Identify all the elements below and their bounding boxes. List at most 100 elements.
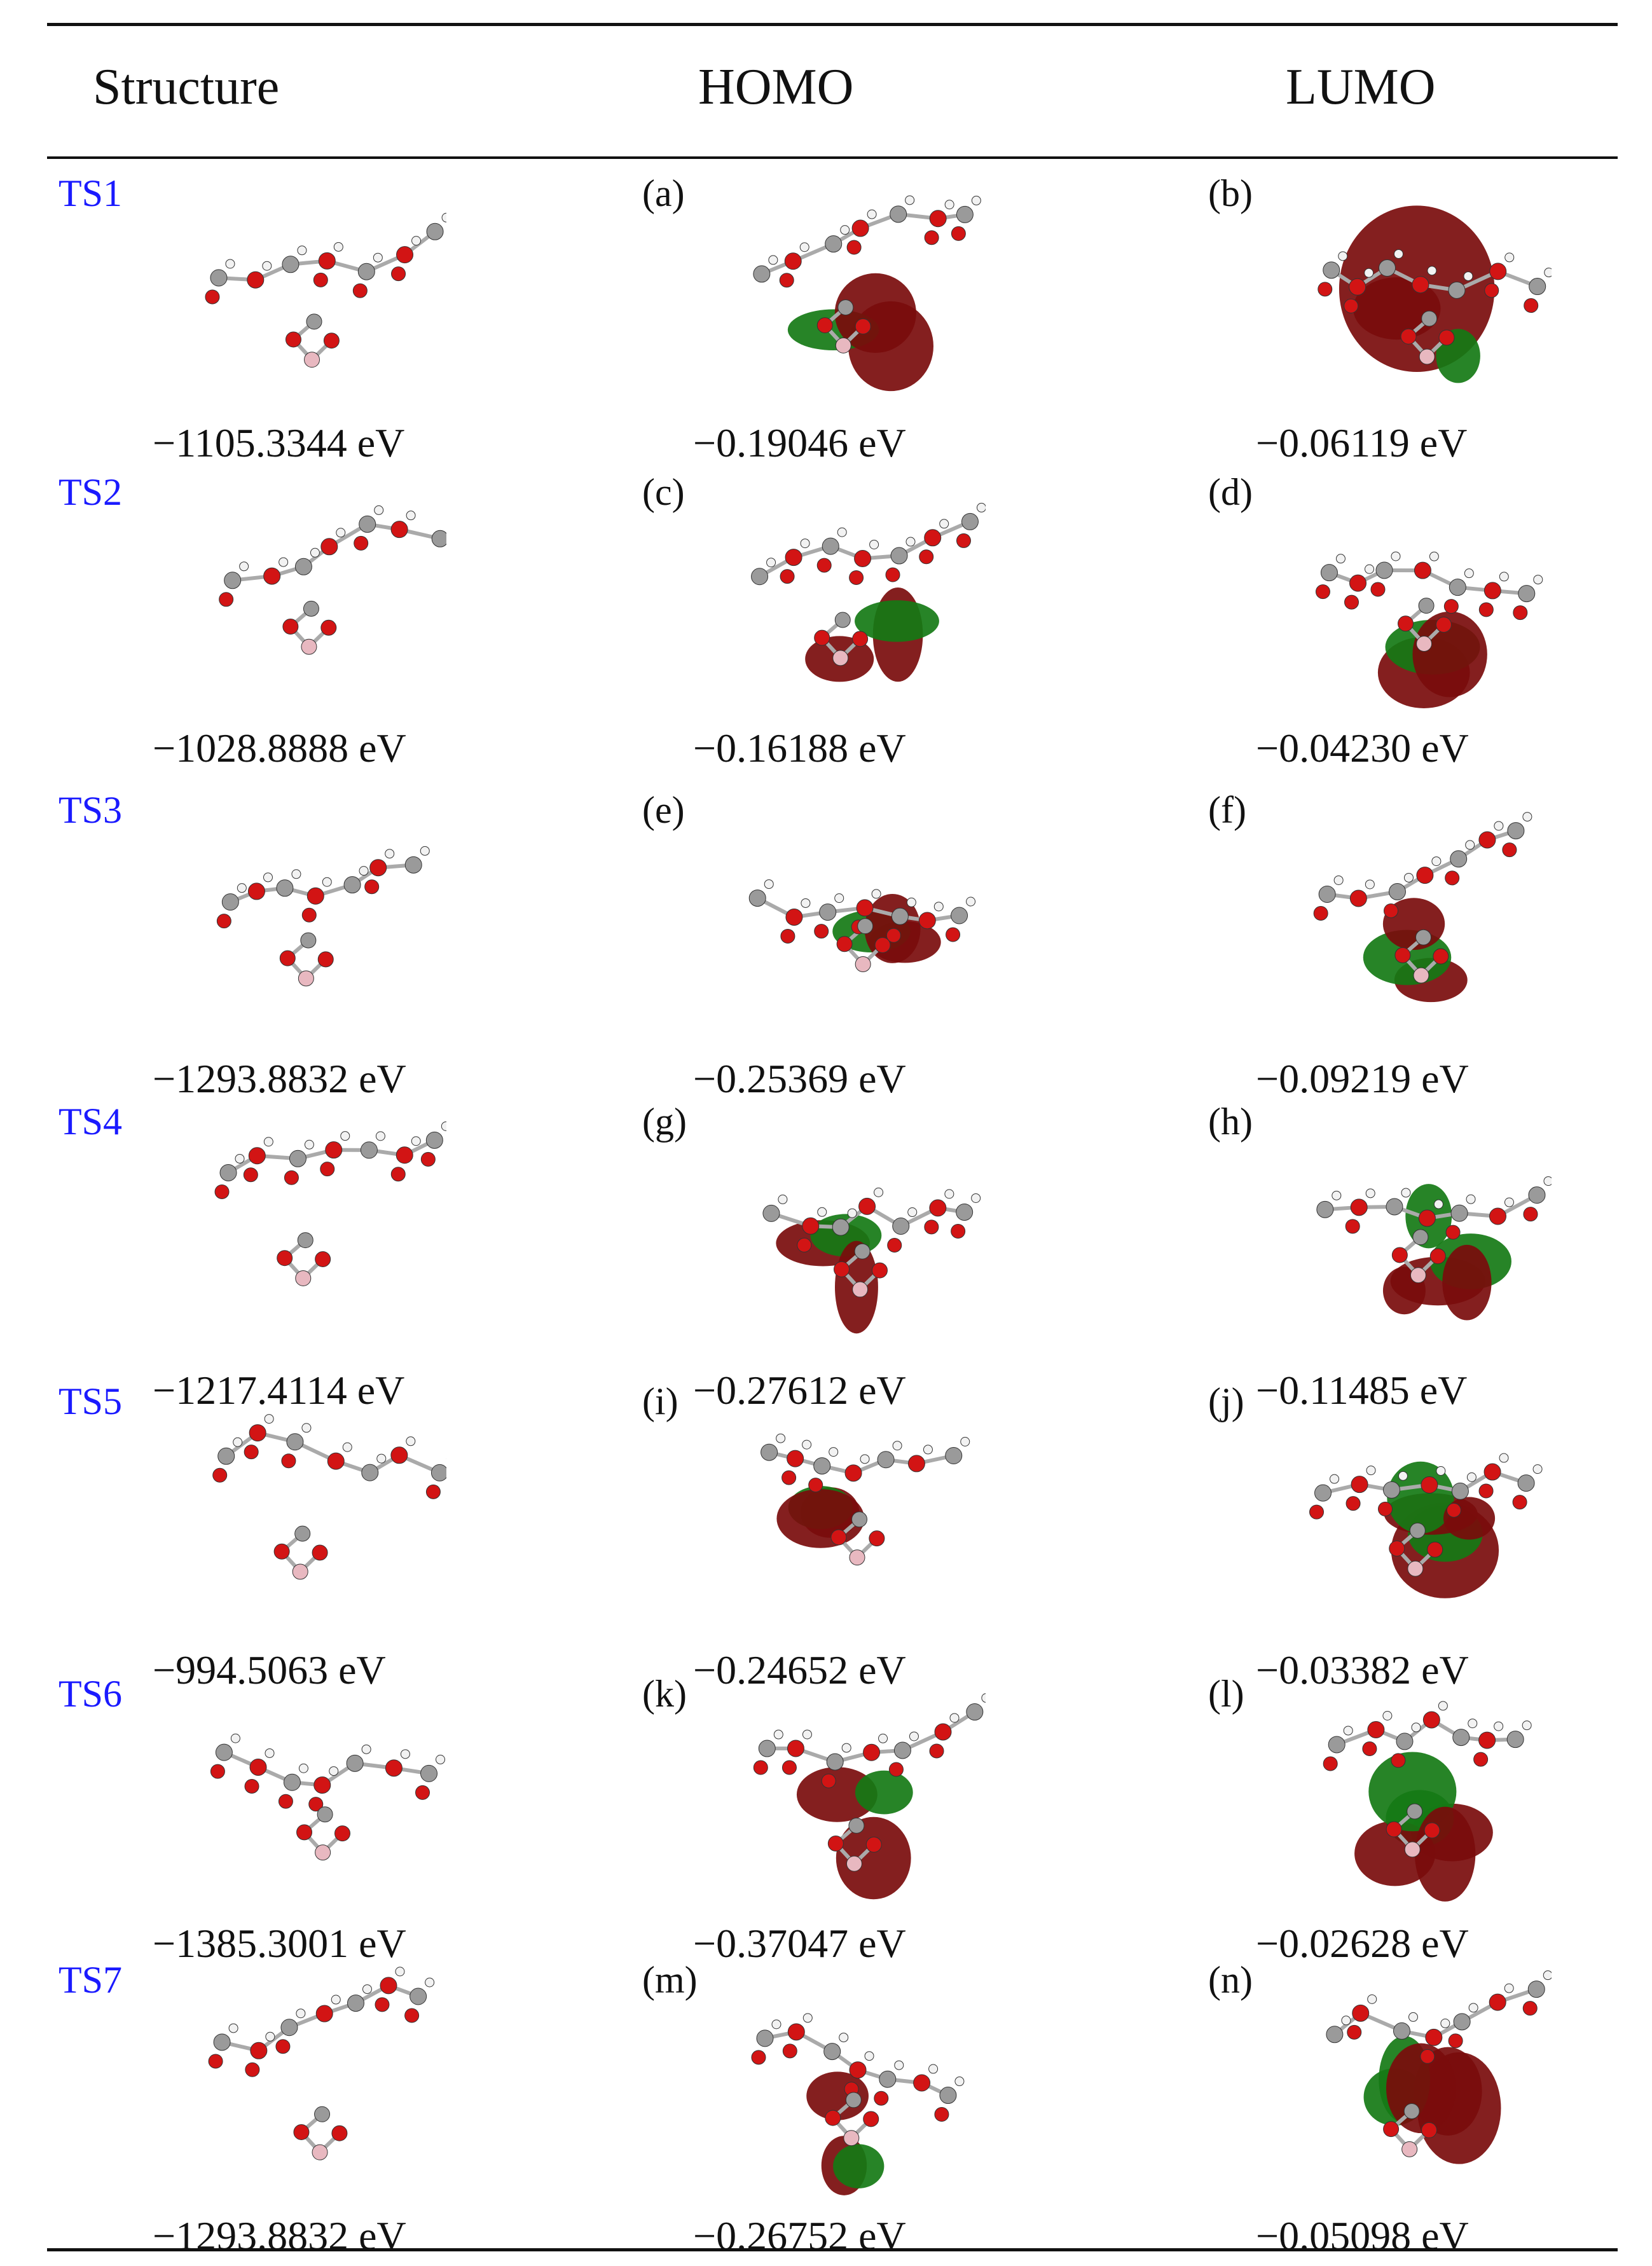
oxygen-atom bbox=[1414, 561, 1431, 579]
carbon-atom bbox=[761, 1443, 778, 1461]
hydrogen-atom bbox=[1429, 551, 1439, 561]
hydrogen-atom bbox=[1398, 1471, 1408, 1481]
fragment-atom bbox=[1400, 328, 1417, 345]
fragment-atom bbox=[293, 2124, 310, 2140]
boron-atom bbox=[304, 352, 320, 368]
structure-molecule-image bbox=[216, 846, 430, 987]
hydrogen-atom bbox=[420, 846, 430, 856]
carbon-atom bbox=[893, 1741, 911, 1759]
homo-energy: −0.27612 eV bbox=[693, 1368, 906, 1413]
boron-atom bbox=[315, 1844, 331, 1861]
carbon-atom bbox=[1448, 281, 1466, 299]
oxygen-atom bbox=[781, 1760, 797, 1775]
oxygen-atom bbox=[1478, 1483, 1494, 1499]
hydrogen-atom bbox=[1464, 568, 1474, 579]
oxygen-atom bbox=[216, 914, 231, 929]
homo-energy: −0.16188 eV bbox=[693, 725, 906, 771]
oxygen-atom bbox=[284, 1170, 299, 1185]
lumo-energy: −0.09219 eV bbox=[1256, 1056, 1469, 1101]
carbon-atom bbox=[1451, 1482, 1469, 1500]
fragment-atom bbox=[1397, 615, 1414, 632]
hydrogen-atom bbox=[944, 1189, 954, 1199]
oxygen-atom bbox=[1445, 870, 1460, 886]
hydrogen-atom bbox=[1465, 840, 1475, 850]
oxygen-atom bbox=[1412, 276, 1429, 294]
boron-atom bbox=[301, 638, 317, 655]
oxygen-atom bbox=[1420, 2049, 1435, 2064]
structure-energy: −1105.3344 eV bbox=[153, 420, 405, 465]
hydrogen-atom bbox=[1343, 1726, 1353, 1736]
oxygen-atom bbox=[313, 272, 328, 287]
oxygen-atom bbox=[385, 1759, 403, 1777]
oxygen-atom bbox=[781, 1470, 797, 1485]
oxygen-atom bbox=[856, 899, 874, 917]
carbon-atom bbox=[945, 1446, 963, 1464]
hydrogen-atom bbox=[406, 511, 416, 521]
oxygen-atom bbox=[1347, 2024, 1362, 2040]
fragment-atom bbox=[1435, 617, 1452, 633]
homo-panel-label: (i) bbox=[642, 1380, 678, 1422]
lumo-molecule-image bbox=[1318, 205, 1552, 383]
oxygen-atom bbox=[907, 1455, 925, 1473]
hydrogen-atom bbox=[1544, 268, 1552, 278]
carbon-atom bbox=[430, 1464, 446, 1481]
hydrogen-atom bbox=[860, 1454, 870, 1464]
carbon-atom bbox=[213, 2033, 231, 2051]
oxygen-atom bbox=[248, 1147, 266, 1165]
oxygen-atom bbox=[420, 1151, 436, 1167]
hydrogen-atom bbox=[905, 537, 916, 547]
hydrogen-atom bbox=[1440, 2018, 1450, 2028]
fragment-atom bbox=[1421, 310, 1438, 327]
fragment-atom bbox=[300, 932, 317, 949]
structure-energy: −1028.8888 eV bbox=[153, 725, 406, 771]
carbon-atom bbox=[1450, 850, 1468, 868]
hydrogen-atom bbox=[376, 1453, 387, 1464]
structure-molecule-image bbox=[210, 1733, 446, 1861]
hydrogen-atom bbox=[425, 1977, 435, 1988]
oxygen-atom bbox=[1370, 582, 1386, 597]
hydrogen-atom bbox=[905, 195, 915, 205]
fragment-atom bbox=[855, 318, 871, 334]
carbon-atom bbox=[877, 1451, 895, 1469]
hydrogen-atom bbox=[1366, 1466, 1376, 1476]
hydrogen-atom bbox=[834, 893, 844, 903]
hydrogen-atom bbox=[1403, 872, 1414, 882]
carbon-atom bbox=[1507, 822, 1525, 840]
hydrogen-atom bbox=[1364, 268, 1374, 278]
fragment-atom bbox=[837, 299, 854, 315]
oxygen-atom bbox=[391, 266, 406, 282]
hydrogen-atom bbox=[441, 1121, 446, 1131]
oxygen-atom bbox=[854, 549, 872, 567]
oxygen-atom bbox=[1513, 605, 1528, 621]
hydrogen-atom bbox=[342, 1442, 352, 1452]
oxygen-atom bbox=[1349, 574, 1367, 592]
boron-atom bbox=[852, 1281, 869, 1298]
oxygen-atom bbox=[1473, 1752, 1489, 1767]
oxygen-atom bbox=[849, 570, 864, 585]
oxygen-atom bbox=[1313, 905, 1328, 921]
hydrogen-atom bbox=[1543, 1176, 1552, 1186]
carbon-atom bbox=[892, 1218, 910, 1235]
carbon-atom bbox=[1449, 579, 1466, 596]
carbon-atom bbox=[956, 205, 974, 223]
carbon-atom bbox=[294, 558, 312, 575]
hydrogen-atom bbox=[949, 1713, 960, 1723]
hydrogen-atom bbox=[1408, 2012, 1418, 2022]
hydrogen-atom bbox=[1463, 271, 1473, 281]
hydrogen-atom bbox=[304, 1139, 314, 1150]
carbon-atom bbox=[1375, 561, 1393, 579]
oxygen-atom bbox=[887, 1238, 902, 1253]
oxygen-atom bbox=[934, 2107, 949, 2122]
oxygen-atom bbox=[306, 887, 324, 905]
oxygen-atom bbox=[281, 1453, 296, 1469]
fragment-atom bbox=[827, 1835, 844, 1851]
hydrogen-atom bbox=[1494, 821, 1504, 831]
carbon-atom bbox=[756, 2029, 774, 2047]
hydrogen-atom bbox=[768, 255, 778, 265]
lumo-energy: −0.03382 eV bbox=[1256, 1647, 1469, 1693]
fragment-atom bbox=[1412, 1229, 1429, 1246]
homo-molecule-image bbox=[761, 1433, 970, 1566]
oxygen-atom bbox=[1502, 842, 1517, 858]
fragment-atom bbox=[834, 1261, 850, 1277]
hydrogen-atom bbox=[336, 528, 346, 538]
